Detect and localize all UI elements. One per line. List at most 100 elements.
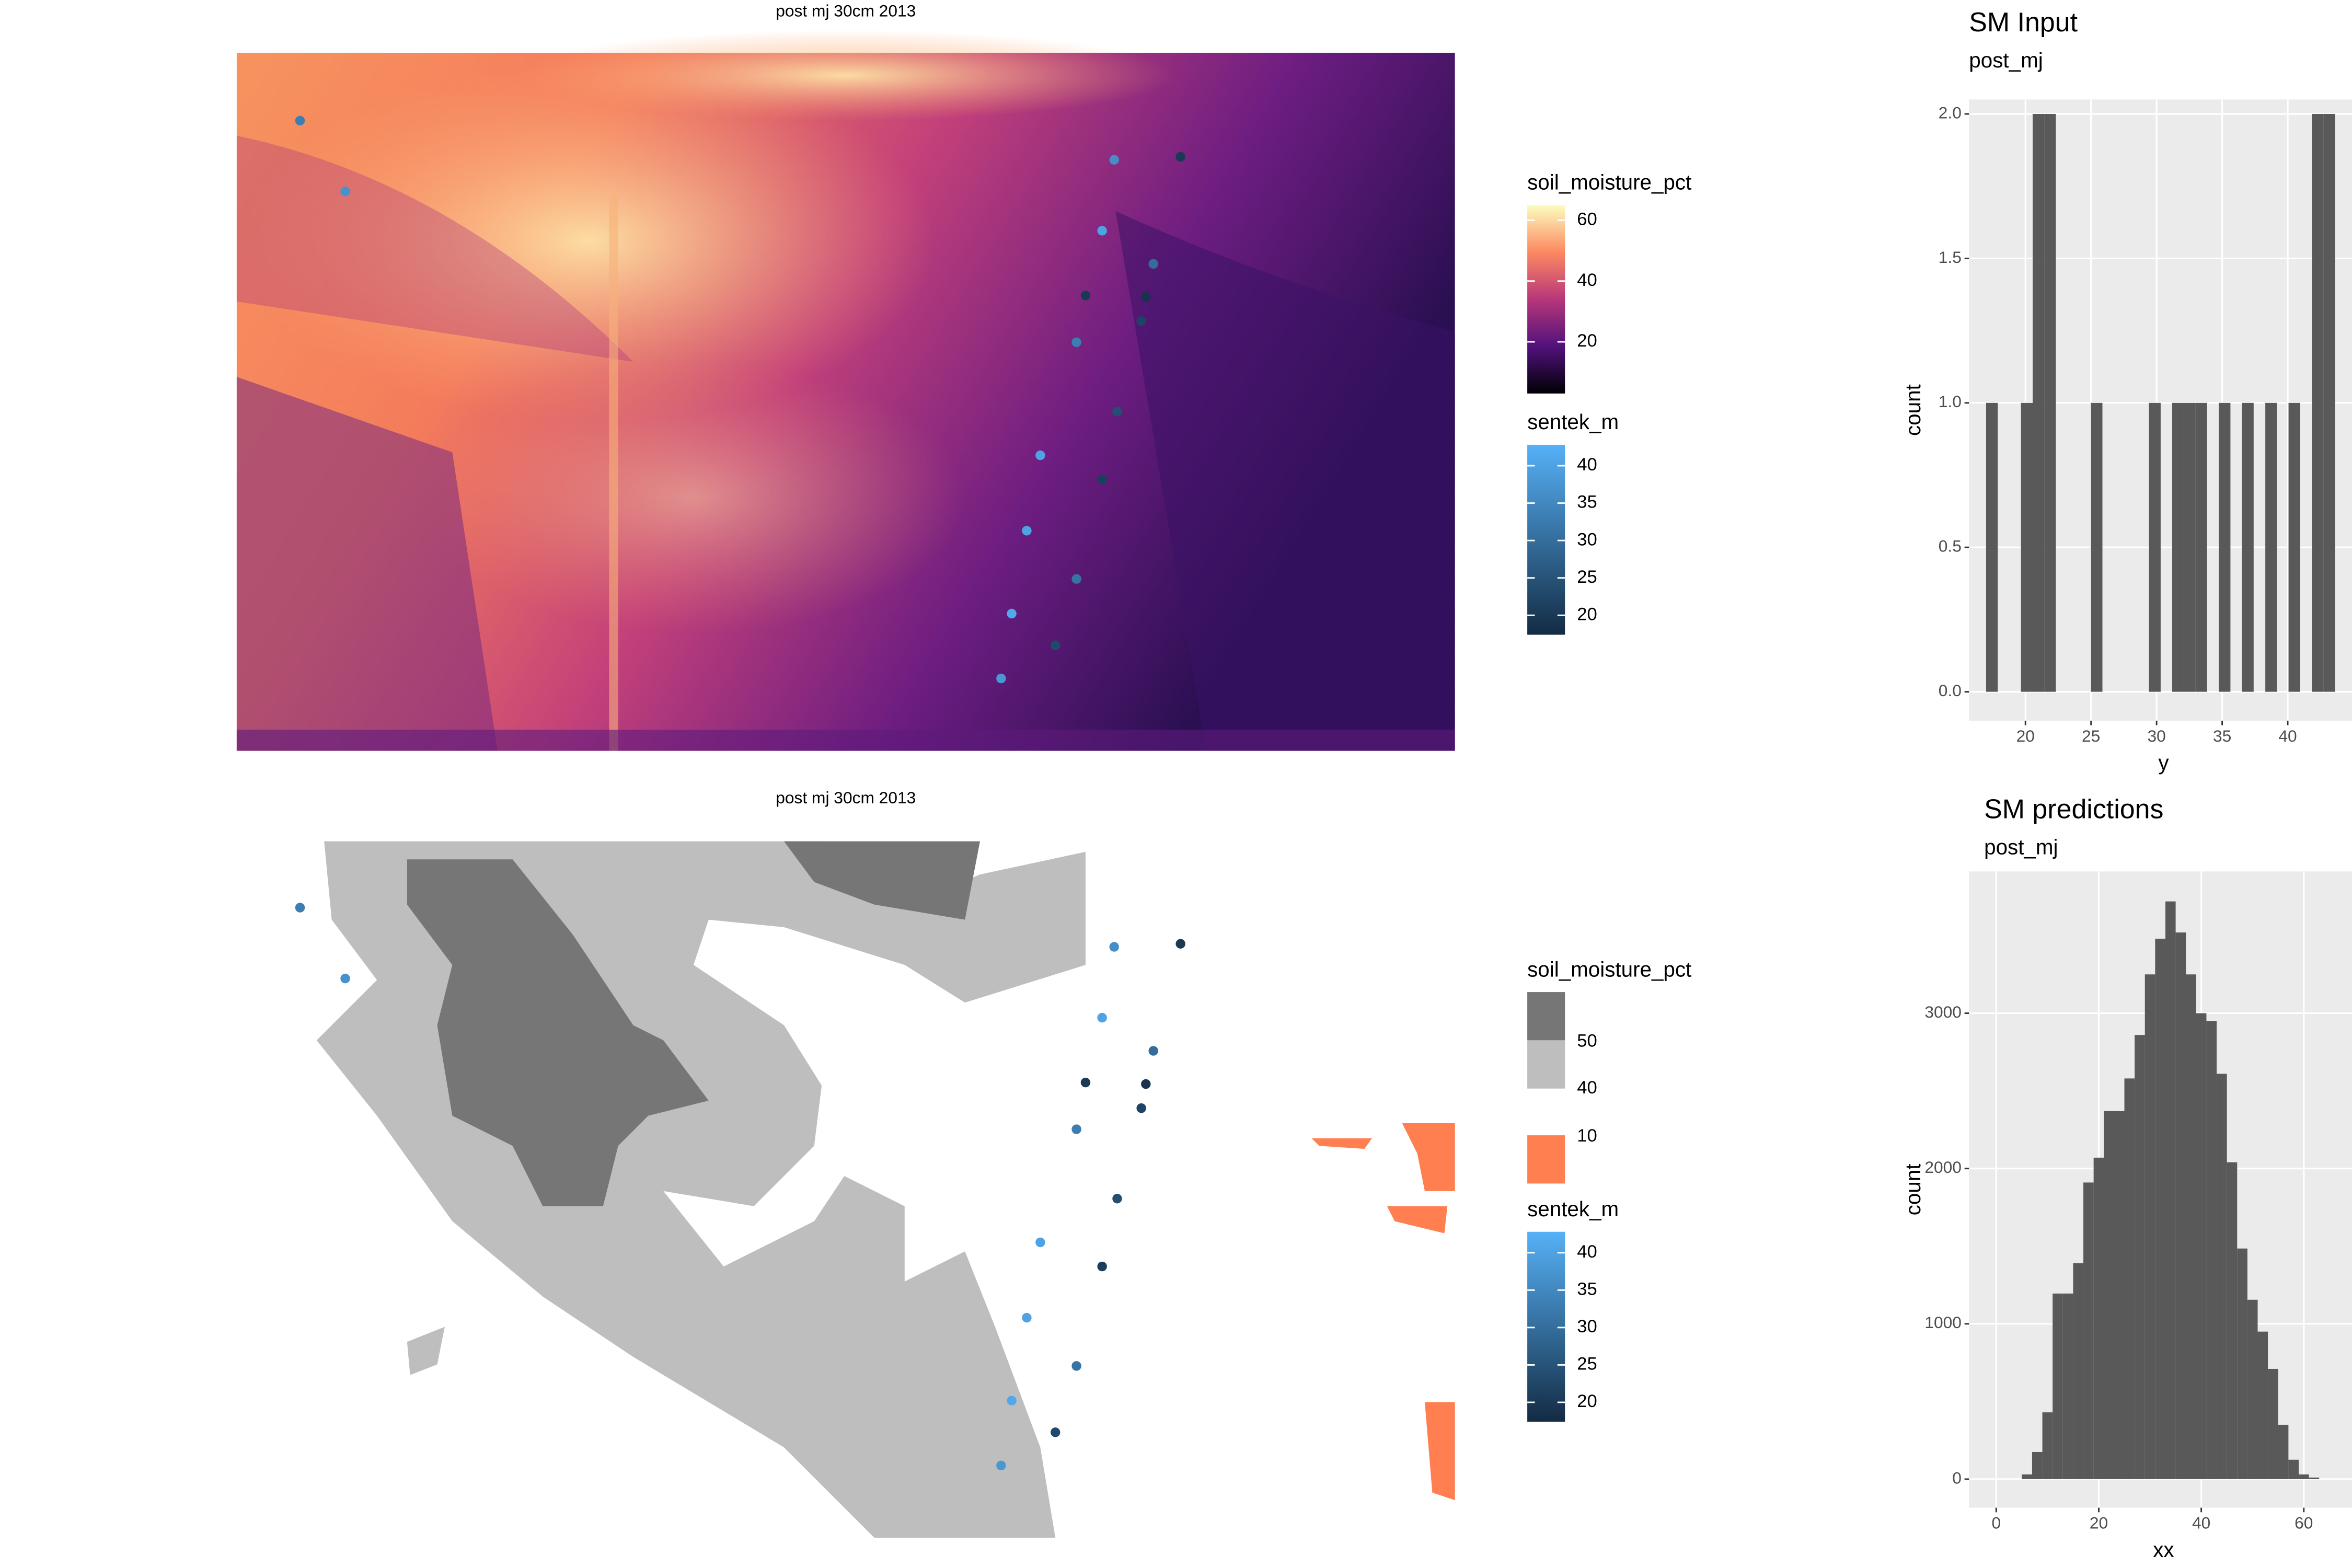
histogram-bar: [2073, 1263, 2084, 1479]
legend-label: 20: [1577, 604, 1597, 624]
legend-title: soil_moisture_pct: [1527, 957, 1691, 981]
raster-bottom: [316, 841, 1455, 1538]
histogram-bar: [2206, 1021, 2217, 1479]
x-tick-label: 25: [2082, 727, 2100, 745]
histogram-bar: [2053, 1293, 2063, 1479]
legend-title: sentek_m: [1527, 410, 1619, 434]
sensor-point: [1097, 475, 1107, 485]
legend-label: 35: [1577, 1279, 1597, 1299]
y-tick-label: 0: [1952, 1468, 1962, 1487]
histogram-bar: [2323, 114, 2335, 692]
y-tick-label: 2.0: [1939, 103, 1962, 122]
sensor-point: [1175, 152, 1185, 162]
sensor-point: [1109, 155, 1119, 165]
sensor-point: [1051, 1427, 1060, 1437]
sensor-point: [1148, 1046, 1158, 1056]
histogram-bar: [2288, 1459, 2299, 1479]
sensor-point: [295, 903, 305, 913]
legend-key: [1527, 992, 1565, 1041]
sensor-point: [1080, 291, 1091, 301]
legend-key: [1527, 1040, 1565, 1089]
histogram-bar: [2104, 1111, 2114, 1479]
y-axis-label: count: [1901, 384, 1925, 436]
legend-label: 20: [1577, 1391, 1597, 1411]
histogram-bar: [2298, 1474, 2309, 1479]
sensor-point: [1035, 1237, 1045, 1248]
histogram-bar: [2091, 402, 2103, 692]
histogram-bar: [2149, 402, 2161, 692]
sensor-point: [1051, 640, 1060, 650]
histogram-bar: [2312, 114, 2324, 692]
sensor-point: [1022, 1312, 1032, 1323]
histogram-bar: [2242, 402, 2254, 692]
histogram-bar: [2196, 1013, 2207, 1479]
chart-subtitle: post_mj: [1984, 835, 2058, 859]
sensor-point: [1071, 574, 1081, 584]
sensor-point: [295, 116, 305, 126]
y-tick-label: 1.5: [1939, 248, 1962, 267]
y-tick-label: 1.0: [1939, 392, 1962, 411]
sensor-point: [1080, 1077, 1091, 1088]
legend-label: 40: [1577, 1242, 1597, 1262]
x-tick-label: 40: [2278, 727, 2297, 745]
legend-label: 10: [1577, 1126, 1597, 1146]
histogram-bar: [2135, 1035, 2145, 1479]
histogram-bar: [2278, 1424, 2289, 1479]
histogram-bar: [2237, 1248, 2247, 1479]
chart-subtitle: post_mj: [1969, 48, 2043, 72]
y-tick-label: 1000: [1924, 1313, 1962, 1332]
histogram-bar: [2083, 1182, 2094, 1479]
histogram-bar: [2172, 402, 2184, 692]
histogram-bar: [2268, 1368, 2278, 1479]
legend-title: soil_moisture_pct: [1527, 170, 1691, 194]
sensor-point: [1071, 1361, 1081, 1371]
x-axis-label: xx: [2153, 1538, 2174, 1562]
histogram-bar: [2114, 1111, 2125, 1479]
histogram-bar: [2093, 1157, 2104, 1479]
histogram-bar: [2217, 1074, 2227, 1479]
legend-label: 40: [1577, 270, 1597, 290]
legend-label: 40: [1577, 455, 1597, 475]
x-tick-label: 40: [2192, 1514, 2210, 1532]
chart-title: SM Input: [1969, 7, 2078, 38]
y-tick-label: 2000: [1924, 1158, 1962, 1177]
sensor-point: [1097, 1261, 1107, 1272]
legend-label: 25: [1577, 567, 1597, 587]
sensor-point: [1141, 1079, 1151, 1089]
sensor-point: [1112, 1194, 1122, 1204]
histogram-bar: [2186, 974, 2196, 1479]
histogram-bar: [2195, 402, 2207, 692]
histogram-bar: [2247, 1299, 2258, 1479]
x-tick-label: 35: [2213, 727, 2231, 745]
y-tick-label: 0.5: [1939, 537, 1962, 556]
histogram-bar: [2219, 402, 2231, 692]
histogram-bar: [2257, 1331, 2268, 1479]
histogram-bar: [2021, 402, 2033, 692]
y-tick-label: 3000: [1924, 1002, 1962, 1021]
sensor-point: [1071, 337, 1081, 348]
histogram-bar: [2044, 114, 2056, 692]
histogram-bar: [2288, 402, 2300, 692]
chart-title: SM predictions: [1984, 794, 2163, 825]
sensor-point: [1022, 526, 1032, 536]
histogram-bar: [2062, 1293, 2073, 1479]
sensor-point: [1007, 608, 1017, 619]
map-title: post mj 30cm 2013: [776, 1, 916, 20]
sensor-point: [1148, 259, 1158, 269]
x-tick-label: 20: [2090, 1514, 2108, 1532]
legend-label: 25: [1577, 1354, 1597, 1374]
sensor-point: [1136, 1103, 1146, 1113]
histogram-bar: [2032, 1451, 2043, 1479]
sensor-point: [1071, 1124, 1081, 1134]
y-tick-label: 0.0: [1939, 681, 1962, 700]
legend-label: 30: [1577, 1317, 1597, 1336]
histogram-bar: [2124, 1078, 2135, 1479]
x-tick-label: 30: [2147, 727, 2165, 745]
sensor-point: [340, 973, 350, 984]
legend-key: [1527, 1135, 1565, 1184]
histogram-bar: [2145, 974, 2155, 1479]
sensor-point: [1007, 1396, 1017, 1406]
legend-label: 30: [1577, 529, 1597, 549]
